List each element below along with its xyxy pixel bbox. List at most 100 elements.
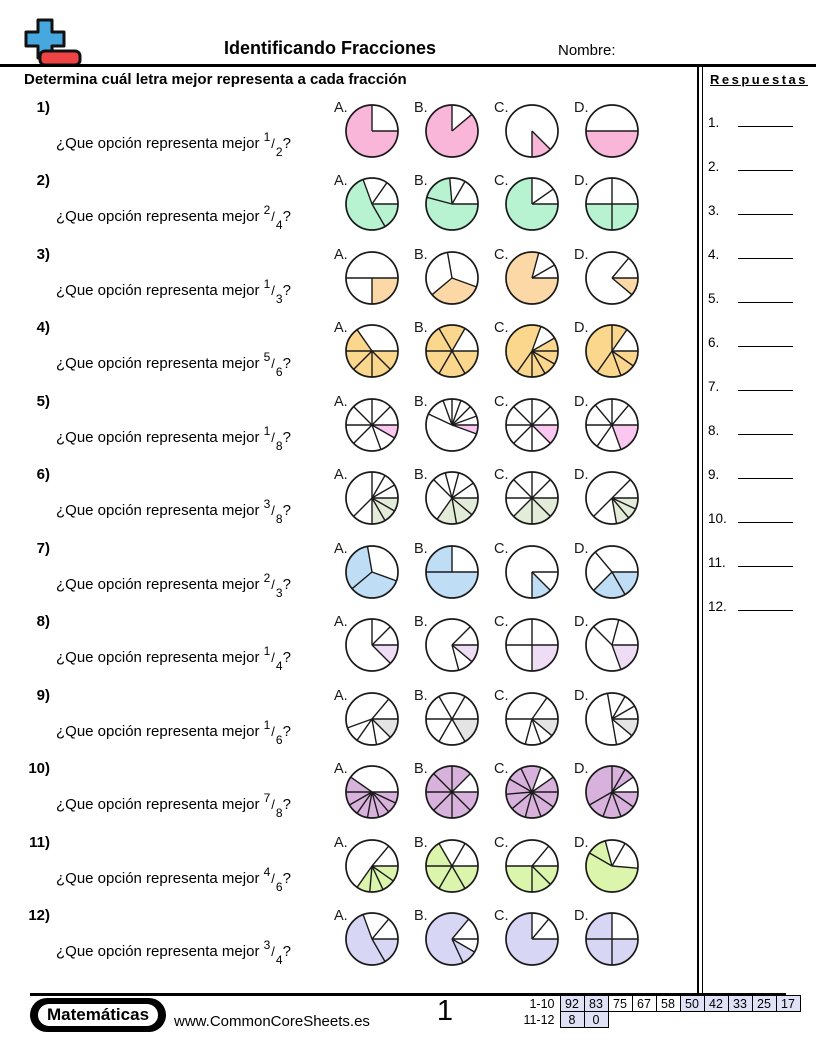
answer-blank[interactable] bbox=[738, 553, 793, 567]
answer-number: 7. bbox=[708, 379, 720, 394]
pie-option-1-d[interactable] bbox=[584, 103, 640, 159]
question-number-10: 10) bbox=[28, 760, 50, 778]
score-cell: 33 bbox=[727, 995, 753, 1012]
answer-blank[interactable] bbox=[738, 245, 793, 259]
answer-blank[interactable] bbox=[738, 465, 793, 479]
question-number-2: 2) bbox=[36, 172, 50, 190]
question-number-9: 9) bbox=[36, 686, 50, 704]
answer-item-5: 5. bbox=[708, 289, 808, 306]
pie-option-1-b[interactable] bbox=[424, 103, 480, 159]
pie-option-10-d[interactable] bbox=[584, 764, 640, 820]
pie-option-5-b[interactable] bbox=[424, 397, 480, 453]
answer-blank[interactable] bbox=[738, 509, 793, 523]
pie-option-8-c[interactable] bbox=[504, 617, 560, 673]
pie-option-2-a[interactable] bbox=[344, 176, 400, 232]
pie-option-8-b[interactable] bbox=[424, 617, 480, 673]
pie-option-1-a[interactable] bbox=[344, 103, 400, 159]
pie-option-12-d[interactable] bbox=[584, 911, 640, 967]
score-cell: 50 bbox=[679, 995, 705, 1012]
answer-blank[interactable] bbox=[738, 201, 793, 215]
pie-option-4-c[interactable] bbox=[504, 323, 560, 379]
question-prompt-2: ¿Que opción representa mejor 2/4? bbox=[56, 203, 291, 233]
question-number-1: 1) bbox=[36, 99, 50, 116]
answer-number: 8. bbox=[708, 423, 720, 438]
pie-option-4-d[interactable] bbox=[584, 323, 640, 379]
option-label-12-b: B. bbox=[414, 907, 428, 924]
pie-option-2-d[interactable] bbox=[584, 176, 640, 232]
pie-option-9-a[interactable] bbox=[344, 691, 400, 747]
instruction-text: Determina cuál letra mejor representa a … bbox=[24, 71, 407, 88]
pie-option-5-d[interactable] bbox=[584, 397, 640, 453]
question-prompt-3: ¿Que opción representa mejor 1/3? bbox=[56, 276, 291, 306]
pie-option-3-d[interactable] bbox=[584, 250, 640, 306]
pie-option-11-c[interactable] bbox=[504, 838, 560, 894]
option-label-3-c: C. bbox=[494, 246, 509, 263]
answer-blank[interactable] bbox=[738, 333, 793, 347]
option-label-8-d: D. bbox=[574, 614, 589, 631]
pie-option-11-b[interactable] bbox=[424, 838, 480, 894]
pie-option-6-d[interactable] bbox=[584, 470, 640, 526]
pie-option-5-c[interactable] bbox=[504, 397, 560, 453]
question-prompt-5: ¿Que opción representa mejor 1/8? bbox=[56, 423, 291, 453]
pie-option-11-d[interactable] bbox=[584, 838, 640, 894]
pie-option-9-c[interactable] bbox=[504, 691, 560, 747]
answer-blank[interactable] bbox=[738, 157, 793, 171]
score-cell: 8 bbox=[559, 1011, 585, 1028]
pie-option-3-b[interactable] bbox=[424, 250, 480, 306]
pie-option-7-d[interactable] bbox=[584, 544, 640, 600]
answer-blank[interactable] bbox=[738, 377, 793, 391]
pie-option-8-a[interactable] bbox=[344, 617, 400, 673]
pie-option-3-a[interactable] bbox=[344, 250, 400, 306]
pie-option-6-b[interactable] bbox=[424, 470, 480, 526]
pie-option-2-b[interactable] bbox=[424, 176, 480, 232]
page-number: 1 bbox=[436, 995, 454, 1027]
option-label-9-c: C. bbox=[494, 687, 509, 704]
pie-option-12-a[interactable] bbox=[344, 911, 400, 967]
answer-blank[interactable] bbox=[738, 597, 793, 611]
option-label-6-c: C. bbox=[494, 467, 509, 484]
answer-blank[interactable] bbox=[738, 421, 793, 435]
option-label-3-a: A. bbox=[334, 246, 348, 263]
pie-option-10-a[interactable] bbox=[344, 764, 400, 820]
pie-option-7-b[interactable] bbox=[424, 544, 480, 600]
pie-option-4-a[interactable] bbox=[344, 323, 400, 379]
pie-option-9-d[interactable] bbox=[584, 691, 640, 747]
answer-blank[interactable] bbox=[738, 289, 793, 303]
pie-option-10-c[interactable] bbox=[504, 764, 560, 820]
option-label-10-c: C. bbox=[494, 761, 509, 778]
score-cell: 0 bbox=[583, 1011, 609, 1028]
question-number-11: 11) bbox=[29, 833, 50, 851]
pie-option-12-c[interactable] bbox=[504, 911, 560, 967]
question-prompt-8: ¿Que opción representa mejor 1/4? bbox=[56, 644, 291, 674]
pie-option-5-a[interactable] bbox=[344, 397, 400, 453]
answer-number: 1. bbox=[708, 115, 720, 130]
option-label-8-b: B. bbox=[414, 614, 428, 631]
pie-option-8-d[interactable] bbox=[584, 617, 640, 673]
website-link[interactable]: www.CommonCoreSheets.es bbox=[174, 1013, 370, 1030]
answer-item-11: 11. bbox=[708, 553, 808, 570]
pie-option-7-a[interactable] bbox=[344, 544, 400, 600]
answer-item-10: 10. bbox=[708, 509, 808, 526]
pie-option-6-a[interactable] bbox=[344, 470, 400, 526]
pie-option-2-c[interactable] bbox=[504, 176, 560, 232]
option-label-1-a: A. bbox=[334, 100, 348, 116]
option-label-7-b: B. bbox=[414, 540, 428, 557]
pie-option-4-b[interactable] bbox=[424, 323, 480, 379]
pie-option-7-c[interactable] bbox=[504, 544, 560, 600]
pie-option-1-c[interactable] bbox=[504, 103, 560, 159]
score-cell: 92 bbox=[559, 995, 585, 1012]
answer-item-7: 7. bbox=[708, 377, 808, 394]
answer-number: 9. bbox=[708, 467, 720, 482]
answer-blank[interactable] bbox=[738, 113, 793, 127]
answers-title: Respuestas bbox=[710, 72, 808, 87]
score-cell: 83 bbox=[583, 995, 609, 1012]
score-row-label: 1-10 bbox=[529, 996, 555, 1011]
answer-item-6: 6. bbox=[708, 333, 808, 350]
pie-option-9-b[interactable] bbox=[424, 691, 480, 747]
pie-option-3-c[interactable] bbox=[504, 250, 560, 306]
pie-option-11-a[interactable] bbox=[344, 838, 400, 894]
pie-option-10-b[interactable] bbox=[424, 764, 480, 820]
pie-option-6-c[interactable] bbox=[504, 470, 560, 526]
score-cell: 17 bbox=[775, 995, 801, 1012]
pie-option-12-b[interactable] bbox=[424, 911, 480, 967]
